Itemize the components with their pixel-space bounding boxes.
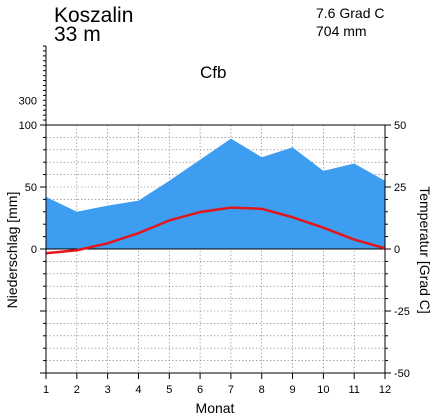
x-tick-label: 6 xyxy=(197,384,203,396)
x-axis-label: Monat xyxy=(196,400,235,416)
y-axis-label-right: Temperatur [Grad C] xyxy=(417,186,433,314)
x-tick-label: 11 xyxy=(348,384,359,396)
x-tick-label: 4 xyxy=(135,384,141,396)
temperature-line xyxy=(45,206,386,255)
right-tick-label: 50 xyxy=(394,120,406,132)
precipitation-area xyxy=(46,138,385,249)
x-tick-label: 5 xyxy=(166,384,172,396)
left-tick-label: 100 xyxy=(19,120,37,132)
climate-class: Cfb xyxy=(200,63,226,82)
x-axis-ticks: 1 2 3 4 5 6 7 8 9 10 11 12 xyxy=(43,373,391,396)
upper-tick-label: 300 xyxy=(19,95,37,107)
annual-precipitation: 704 mm xyxy=(316,23,367,39)
right-tick-label: -50 xyxy=(394,368,410,380)
right-tick-label: 25 xyxy=(394,182,406,194)
station-elevation: 33 m xyxy=(54,23,101,46)
x-tick-label: 10 xyxy=(317,384,329,396)
x-tick-label: 8 xyxy=(259,384,265,396)
x-tick-label: 3 xyxy=(105,384,111,396)
left-tick-label: 50 xyxy=(25,182,37,194)
x-tick-label: 1 xyxy=(43,384,49,396)
compressed-precip-axis: 300 xyxy=(19,45,47,126)
left-axis-ticks: 0 50 100 xyxy=(19,120,46,374)
right-tick-label: -25 xyxy=(394,306,410,318)
mean-temperature: 7.6 Grad C xyxy=(316,5,384,21)
y-axis-label-left: Niederschlag [mm] xyxy=(4,192,20,309)
x-tick-label: 2 xyxy=(74,384,80,396)
x-tick-label: 12 xyxy=(379,384,391,396)
right-axis-ticks: -50 -25 0 25 50 xyxy=(385,120,410,380)
right-tick-label: 0 xyxy=(394,244,400,256)
x-tick-label: 7 xyxy=(228,384,234,396)
station-name: Koszalin xyxy=(54,4,133,27)
left-tick-label: 0 xyxy=(31,244,37,256)
x-tick-label: 9 xyxy=(289,384,295,396)
